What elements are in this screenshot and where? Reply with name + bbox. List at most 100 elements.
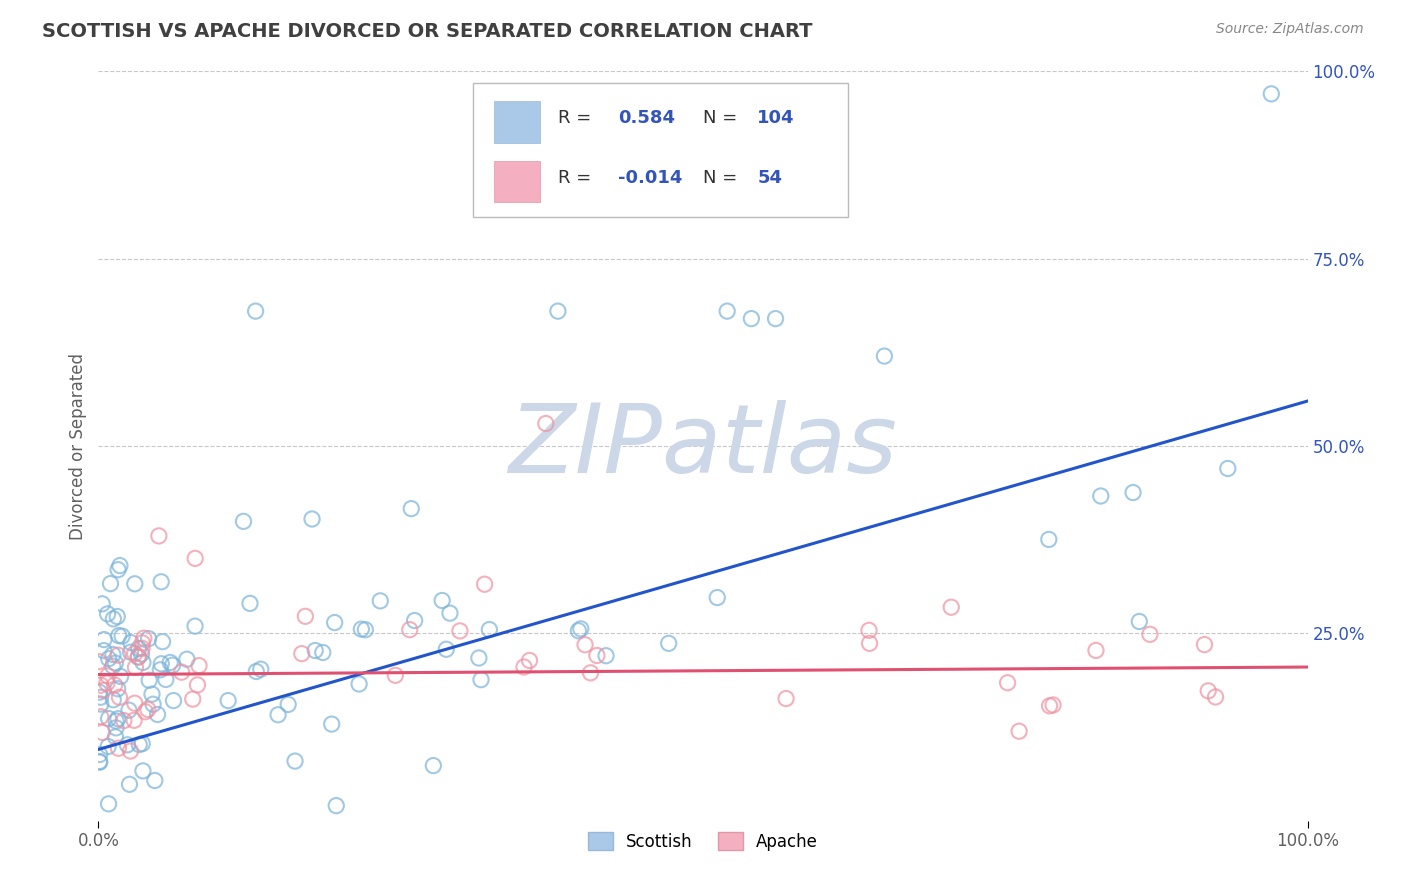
FancyBboxPatch shape bbox=[474, 83, 848, 218]
Point bbox=[93, 632, 115, 647]
Point bbox=[567, 624, 589, 638]
Point bbox=[422, 758, 444, 772]
Point bbox=[368, 594, 391, 608]
Point bbox=[858, 624, 880, 638]
Point bbox=[90, 697, 112, 711]
Point bbox=[148, 529, 170, 543]
Point bbox=[474, 577, 496, 591]
Point bbox=[105, 721, 128, 735]
Point bbox=[107, 741, 129, 756]
Point bbox=[91, 683, 114, 698]
Text: 104: 104 bbox=[758, 109, 794, 127]
Point bbox=[162, 658, 184, 673]
Point bbox=[103, 612, 125, 626]
Point bbox=[97, 712, 120, 726]
Point bbox=[162, 693, 184, 707]
Point bbox=[765, 311, 787, 326]
Point bbox=[138, 632, 160, 646]
Point bbox=[434, 642, 457, 657]
Text: 54: 54 bbox=[758, 169, 782, 186]
Point bbox=[89, 747, 111, 762]
Point bbox=[239, 596, 262, 610]
Point bbox=[217, 693, 239, 707]
Point bbox=[301, 512, 323, 526]
Point bbox=[245, 304, 267, 318]
Point bbox=[323, 615, 346, 630]
Point bbox=[118, 777, 141, 791]
Point bbox=[90, 690, 112, 705]
Point bbox=[873, 349, 896, 363]
Point bbox=[1038, 698, 1060, 713]
Point bbox=[105, 714, 128, 728]
Text: SCOTTISH VS APACHE DIVORCED OR SEPARATED CORRELATION CHART: SCOTTISH VS APACHE DIVORCED OR SEPARATED… bbox=[42, 22, 813, 41]
Point bbox=[858, 636, 880, 650]
Point bbox=[1038, 533, 1060, 547]
FancyBboxPatch shape bbox=[494, 102, 540, 143]
Point bbox=[249, 662, 271, 676]
Point bbox=[93, 643, 115, 657]
Point bbox=[1260, 87, 1282, 101]
Point bbox=[291, 647, 314, 661]
Point bbox=[181, 692, 204, 706]
Point bbox=[118, 703, 141, 717]
Point bbox=[101, 648, 124, 662]
Point bbox=[132, 631, 155, 645]
Point bbox=[775, 691, 797, 706]
Point bbox=[1139, 627, 1161, 641]
Point bbox=[120, 645, 142, 659]
Point bbox=[184, 551, 207, 566]
Point bbox=[142, 697, 165, 711]
Point bbox=[107, 629, 129, 643]
Point bbox=[232, 514, 254, 528]
Point bbox=[470, 673, 492, 687]
Point bbox=[449, 624, 471, 638]
Point bbox=[89, 755, 111, 769]
Point bbox=[186, 678, 208, 692]
Point bbox=[97, 797, 120, 811]
Point bbox=[706, 591, 728, 605]
Point bbox=[277, 698, 299, 712]
Point bbox=[284, 754, 307, 768]
Point bbox=[97, 739, 120, 754]
Point bbox=[100, 576, 122, 591]
FancyBboxPatch shape bbox=[494, 161, 540, 202]
Point bbox=[997, 675, 1019, 690]
Point bbox=[107, 648, 129, 663]
Text: R =: R = bbox=[558, 169, 591, 186]
Point bbox=[468, 651, 491, 665]
Text: ZIPatlas: ZIPatlas bbox=[509, 400, 897, 492]
Point bbox=[131, 641, 153, 656]
Text: Source: ZipAtlas.com: Source: ZipAtlas.com bbox=[1216, 22, 1364, 37]
Point bbox=[124, 696, 146, 710]
Point bbox=[1194, 638, 1216, 652]
Point bbox=[97, 651, 120, 665]
Point bbox=[519, 653, 541, 667]
Point bbox=[740, 311, 762, 326]
Point bbox=[124, 576, 146, 591]
Point bbox=[430, 593, 453, 607]
Point bbox=[104, 678, 127, 692]
Point bbox=[294, 609, 316, 624]
Point bbox=[658, 636, 681, 650]
Point bbox=[325, 798, 347, 813]
Point bbox=[1216, 461, 1239, 475]
Point bbox=[401, 501, 423, 516]
Point bbox=[534, 417, 557, 431]
Point bbox=[128, 641, 150, 656]
Point bbox=[170, 665, 193, 680]
Text: -0.014: -0.014 bbox=[619, 169, 683, 186]
Point bbox=[143, 773, 166, 788]
Point bbox=[97, 607, 120, 621]
Point bbox=[104, 656, 127, 670]
Point bbox=[101, 659, 124, 673]
Point bbox=[131, 636, 153, 650]
Point bbox=[350, 622, 373, 636]
Point bbox=[127, 649, 149, 664]
Point bbox=[941, 600, 963, 615]
Point bbox=[127, 650, 149, 665]
Point bbox=[716, 304, 738, 318]
Point bbox=[131, 647, 153, 661]
Point bbox=[1205, 690, 1227, 704]
Point bbox=[131, 737, 153, 751]
Point bbox=[120, 744, 142, 758]
